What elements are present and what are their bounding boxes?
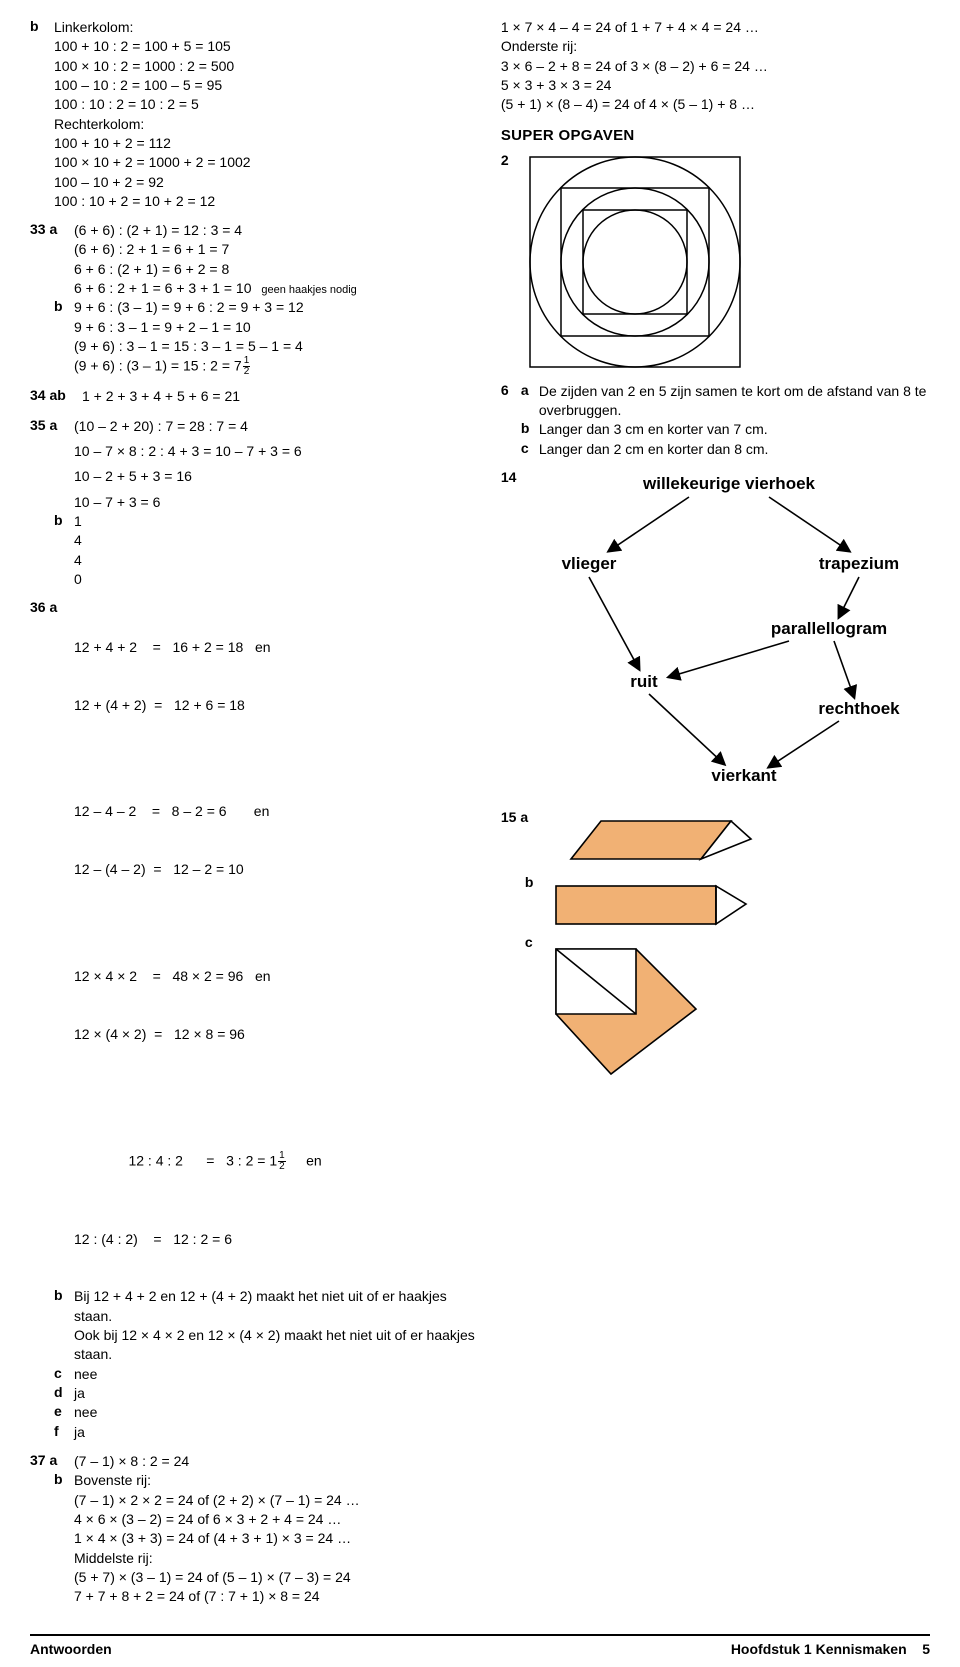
q15c-figure [541,934,930,1084]
q33a-label: 33 a [30,221,74,237]
page-footer: Antwoorden Hoofdstuk 1 Kennismaken 5 [30,1634,930,1657]
q2-label: 2 [501,152,525,168]
label-trapezium: trapezium [819,554,899,573]
q-b-label: b [30,18,54,34]
super-opgaven-heading: SUPER OPGAVEN [501,127,930,144]
q34-content: 1 + 2 + 3 + 4 + 5 + 6 = 21 [82,387,479,406]
q36f-label: f [30,1423,74,1439]
q36b-content: Bij 12 + 4 + 2 en 12 + (4 + 2) maakt het… [74,1287,479,1364]
label-vlieger: vlieger [561,554,616,573]
q35a-content: (10 – 2 + 20) : 7 = 28 : 7 = 4 10 – 7 × … [74,417,479,512]
footer-left: Antwoorden [30,1641,112,1657]
right-top-content: 1 × 7 × 4 – 4 = 24 of 1 + 7 + 4 × 4 = 24… [501,18,930,115]
q37b-content: Bovenste rij: (7 – 1) × 2 × 2 = 24 of (2… [74,1471,479,1606]
q15a-label: 15 a [501,809,541,825]
fraction-half: 12 [243,356,251,377]
label-willekeurige: willekeurige vierhoek [642,474,816,493]
q33a-content: (6 + 6) : (2 + 1) = 12 : 3 = 4 (6 + 6) :… [74,221,479,298]
q14-label: 14 [501,469,529,485]
q35a-label: 35 a [30,417,74,433]
q14-diagram: willekeurige vierhoek vlieger trapezium … [529,469,930,799]
label-vierkant: vierkant [711,766,777,785]
q33b-label: b [30,298,74,314]
q36a-label: 36 a [30,599,74,615]
q15b-label: b [501,874,541,890]
q35b-content: 1 4 4 0 [74,512,479,589]
q6b-label: b [521,420,539,436]
q15b-figure [541,874,930,934]
q6-num: 6 [501,382,521,398]
q37a-label: 37 a [30,1452,74,1468]
fraction-half-2: 12 [278,1151,286,1172]
q-b-heading: Linkerkolom: [54,18,479,37]
q36c-label: c [30,1365,74,1381]
footer-right: Hoofdstuk 1 Kennismaken 5 [731,1641,930,1657]
label-rechthoek: rechthoek [818,699,900,718]
q34-label: 34 ab [30,387,82,403]
q15a-figure [541,809,930,874]
label-parallellogram: parallellogram [771,619,887,638]
q-b-content: Linkerkolom: 100 + 10 : 2 = 100 + 5 = 10… [54,18,479,211]
q2-figure [525,152,930,372]
q6a-label: a [521,382,539,398]
q37b-label: b [30,1471,74,1487]
q36a-content: 12 + 4 + 2 = 16 + 2 = 18 en 12 + (4 + 2)… [74,599,479,1287]
q36b-label: b [30,1287,74,1303]
q6c-label: c [521,440,539,456]
q33a-note: geen haakjes nodig [261,284,356,296]
q36d-label: d [30,1384,74,1400]
label-ruit: ruit [630,672,658,691]
q15c-label: c [501,934,541,950]
q35b-label: b [30,512,74,528]
q36e-label: e [30,1403,74,1419]
q33b-content: 9 + 6 : (3 – 1) = 9 + 6 : 2 = 9 + 3 = 12… [74,298,479,377]
